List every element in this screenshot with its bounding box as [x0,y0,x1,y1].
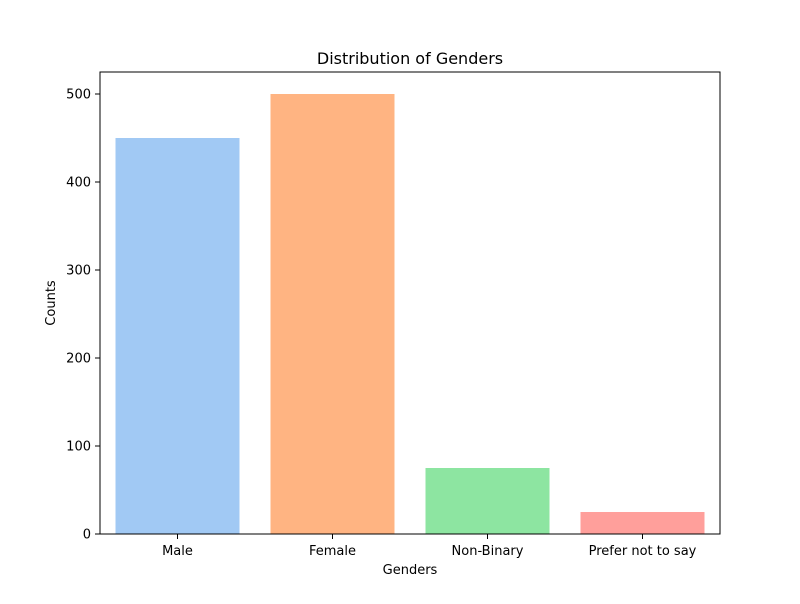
bars-layer [115,94,705,534]
y-tick-label: 100 [66,440,91,455]
x-tick-label: Non-Binary [452,544,524,559]
y-tick-label: 300 [66,264,91,279]
chart-title: Distribution of Genders [317,49,503,68]
x-axis: Male Female Non-Binary Prefer not to say [162,534,697,559]
x-tick-label: Male [162,544,193,559]
plot-frame [99,71,721,535]
bar-female [270,94,395,534]
x-tick-label: Female [309,544,356,559]
y-axis-label: Counts [44,280,59,326]
y-tick-label: 500 [66,88,91,103]
bar-non-binary [425,468,550,534]
y-axis: 0 100 200 300 400 500 [66,88,100,543]
x-axis-label: Genders [383,563,438,578]
y-tick-label: 0 [83,528,91,543]
y-tick-label: 200 [66,352,91,367]
x-tick-label: Prefer not to say [589,544,697,559]
bar-prefer-not-to-say [580,512,705,534]
bar-male [115,138,240,534]
y-tick-label: 400 [66,176,91,191]
